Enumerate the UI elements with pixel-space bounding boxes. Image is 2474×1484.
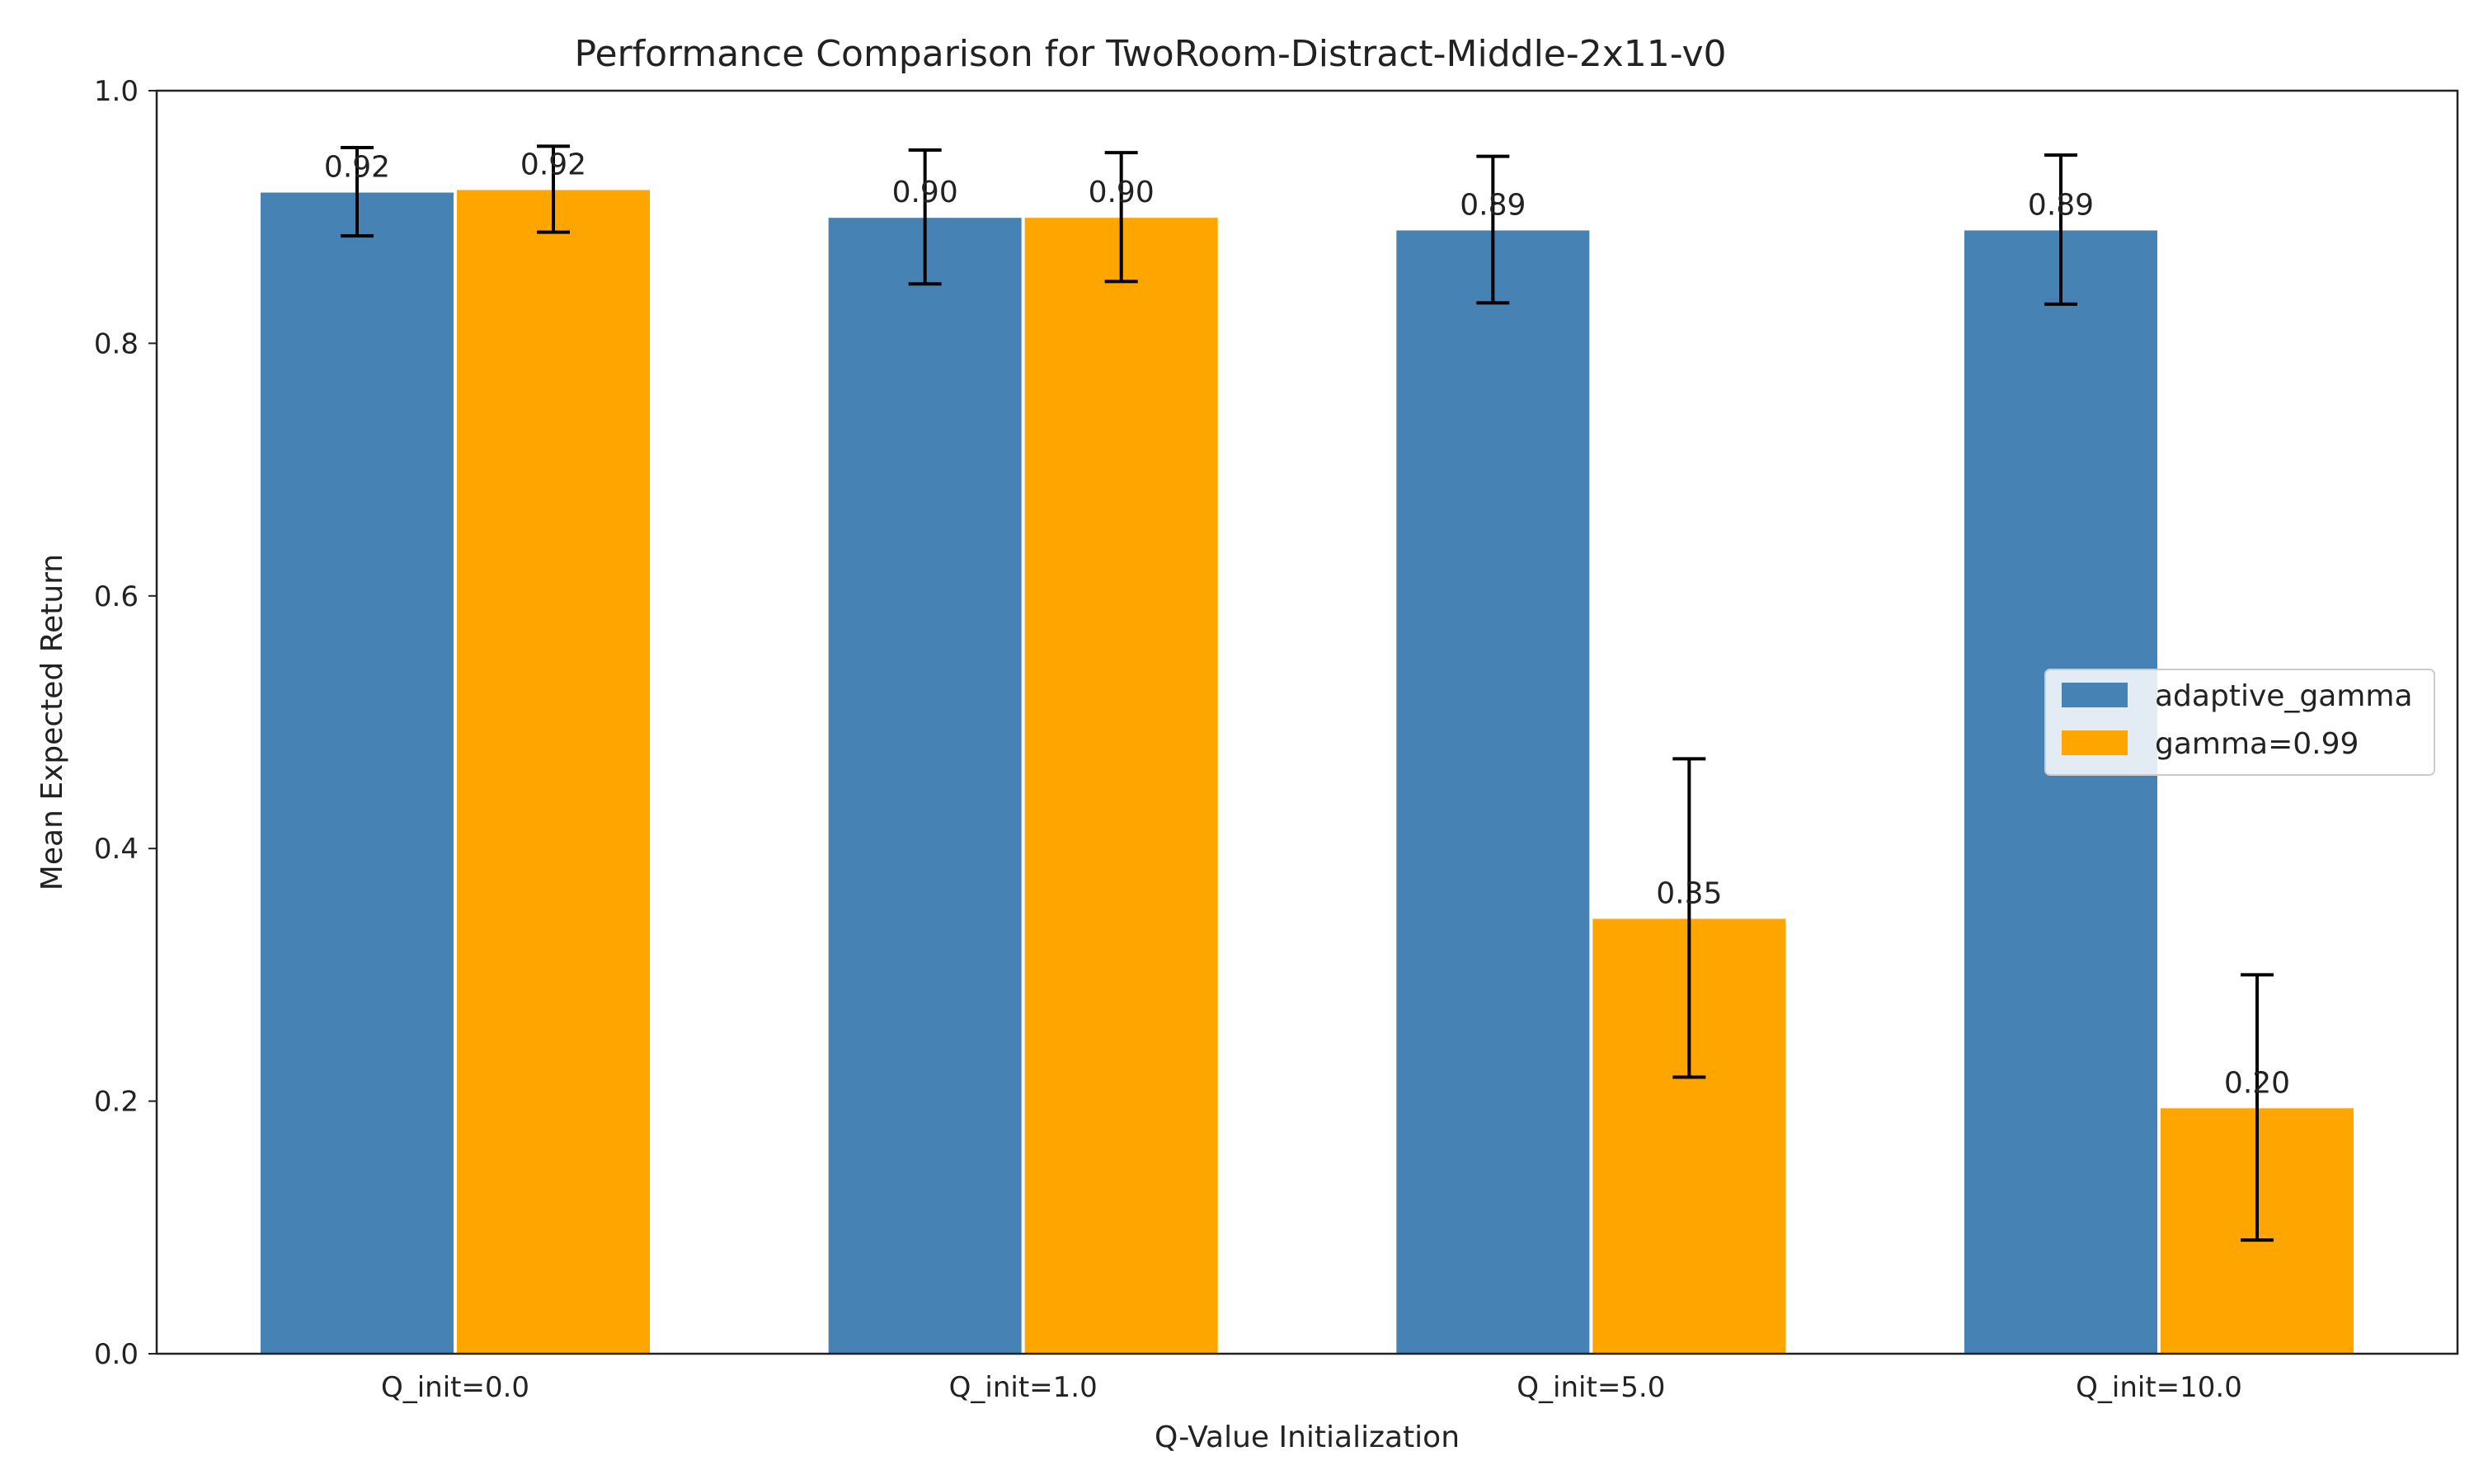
x-tick-label: Q_init=0.0 xyxy=(381,1371,529,1404)
y-axis-label: Mean Expected Return xyxy=(35,554,69,890)
data-label: 0.92 xyxy=(520,148,586,181)
y-tick-label: 1.0 xyxy=(94,75,139,108)
legend-box xyxy=(2044,669,2435,776)
y-tick-label: 0.2 xyxy=(94,1086,139,1119)
y-tick-label: 0.8 xyxy=(94,327,139,360)
bar-adaptive-gamma-1 xyxy=(826,216,1023,1355)
legend-label-adaptive-gamma: adaptive_gamma xyxy=(2155,679,2413,713)
data-label: 0.89 xyxy=(2028,189,2094,223)
chart-title: Performance Comparison for TwoRoom-Distr… xyxy=(574,33,1726,75)
x-axis-ticks: Q_init=0.0 Q_init=1.0 Q_init=5.0 Q_init=10.… xyxy=(381,1371,2242,1404)
plot-frame xyxy=(155,89,2459,1355)
x-tick-label: Q_init=5.0 xyxy=(1517,1371,1665,1404)
data-label: 0.90 xyxy=(892,176,958,209)
data-label: 0.90 xyxy=(1089,176,1155,209)
error-bars xyxy=(341,144,2274,1242)
bar-gamma-0-99-1 xyxy=(1023,216,1220,1355)
x-tick-label: Q_init=1.0 xyxy=(949,1371,1098,1404)
x-tick-label: Q_init=10.0 xyxy=(2076,1371,2242,1404)
data-label: 0.92 xyxy=(324,151,390,185)
bar-gamma-0-99-0 xyxy=(455,188,651,1355)
bars xyxy=(259,188,2355,1355)
y-axis-ticks: 0.0 0.2 0.4 0.6 0.8 1.0 xyxy=(94,75,157,1371)
data-label: 0.20 xyxy=(2224,1066,2290,1100)
y-tick-label: 0.4 xyxy=(94,833,139,866)
bar-adaptive-gamma-2 xyxy=(1395,228,1592,1355)
data-label: 0.89 xyxy=(1460,189,1526,223)
bar-adaptive-gamma-3 xyxy=(1963,228,2159,1355)
legend-swatch-adaptive-gamma xyxy=(2062,683,2128,707)
legend-label-gamma-0-99: gamma=0.99 xyxy=(2155,727,2359,761)
data-labels: 0.92 0.92 0.90 0.90 0.89 0.35 0.89 0.20 xyxy=(324,148,2290,1100)
y-tick-label: 0.0 xyxy=(94,1338,139,1371)
data-label: 0.35 xyxy=(1656,876,1722,910)
x-axis-label: Q-Value Initialization xyxy=(1155,1421,1460,1454)
legend: adaptive_gamma gamma=0.99 xyxy=(2044,669,2435,776)
bar-adaptive-gamma-0 xyxy=(259,190,455,1355)
y-tick-label: 0.6 xyxy=(94,580,139,613)
legend-swatch-gamma-0-99 xyxy=(2062,730,2128,755)
